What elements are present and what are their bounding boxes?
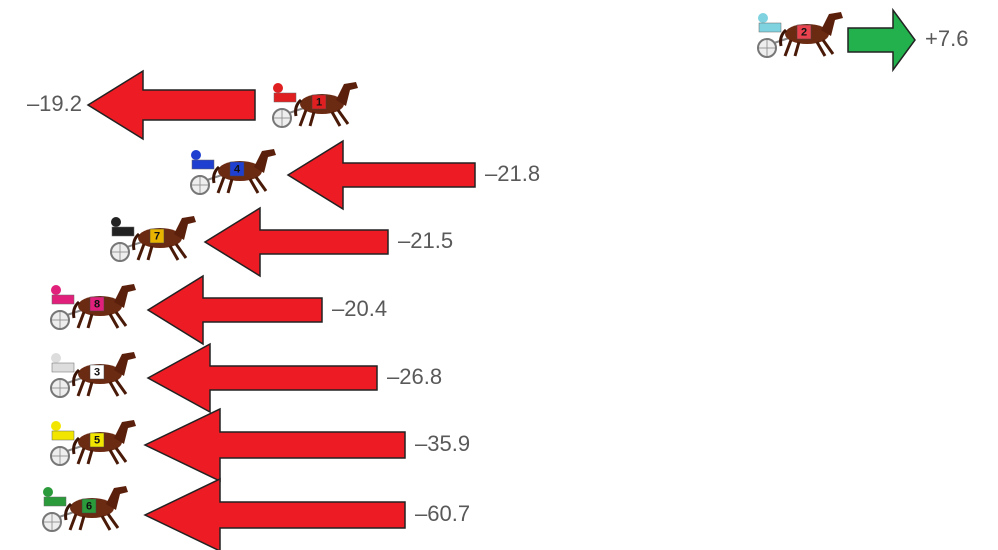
arrow	[146, 342, 378, 414]
driver-silk	[273, 92, 297, 103]
horse: 5	[50, 420, 136, 466]
horse: 4	[190, 149, 276, 195]
wheel-spokes	[52, 312, 68, 328]
value-label: –26.8	[387, 364, 442, 389]
driver-helmet	[51, 421, 61, 431]
arrow	[203, 206, 389, 278]
arrow	[143, 477, 406, 550]
wheel-spokes	[759, 40, 775, 56]
saddle-cloth	[89, 364, 105, 380]
saddle-number: 3	[94, 366, 100, 378]
wheel-spokes	[52, 448, 68, 464]
saddle-number: 8	[94, 298, 100, 310]
horse: 8	[50, 284, 136, 330]
driver-silk	[51, 362, 75, 373]
saddle-number: 1	[316, 96, 322, 108]
arrow	[847, 7, 916, 73]
horse: 1	[272, 82, 358, 128]
saddle-cloth	[89, 296, 105, 312]
horse-legs	[136, 243, 188, 261]
wheel-spokes	[44, 514, 60, 530]
value-label: –21.8	[485, 161, 540, 186]
horse: 7	[110, 216, 196, 262]
arrow	[286, 139, 476, 211]
horse-legs	[76, 311, 128, 329]
horse-tail	[294, 98, 303, 117]
driver-helmet	[111, 217, 121, 227]
horse-neck	[114, 420, 136, 444]
driver-silk	[43, 496, 67, 507]
horse-neck	[254, 149, 276, 173]
value-label: –19.2	[27, 91, 82, 116]
horse-tail	[64, 502, 73, 521]
value-label: –60.7	[415, 501, 470, 526]
value-label: –20.4	[332, 296, 387, 321]
horse-legs	[298, 109, 350, 127]
horse-legs	[68, 513, 120, 531]
saddle-cloth	[149, 228, 165, 244]
wheel-spokes	[192, 177, 208, 193]
arrow	[146, 274, 323, 346]
driver-helmet	[51, 285, 61, 295]
driver-helmet	[43, 487, 53, 497]
saddle-cloth	[89, 432, 105, 448]
driver-helmet	[191, 150, 201, 160]
saddle-number: 7	[154, 230, 160, 242]
horse-tail	[779, 28, 788, 47]
driver-helmet	[758, 13, 768, 23]
value-label: –21.5	[398, 228, 453, 253]
driver-helmet	[273, 83, 283, 93]
saddle-cloth	[796, 24, 812, 40]
horse-legs	[216, 176, 268, 194]
driver-silk	[758, 22, 782, 33]
saddle-number: 6	[86, 500, 92, 512]
wheel-spokes	[52, 380, 68, 396]
wheel-spokes	[112, 244, 128, 260]
horse-tail	[132, 232, 141, 251]
driver-silk	[51, 430, 75, 441]
saddle-number: 2	[801, 26, 807, 38]
horse: 2	[757, 12, 843, 58]
saddle-cloth	[311, 94, 327, 110]
saddle-number: 4	[234, 163, 241, 175]
horse-neck	[174, 216, 196, 240]
driver-helmet	[51, 353, 61, 363]
horse-neck	[114, 352, 136, 376]
horse-neck	[106, 486, 128, 510]
driver-silk	[191, 159, 215, 170]
horse-neck	[114, 284, 136, 308]
wheel-spokes	[274, 110, 290, 126]
horse-legs	[783, 39, 835, 57]
horse: 6	[42, 486, 128, 532]
horse-tail	[72, 300, 81, 319]
horse-neck	[336, 82, 358, 106]
horse-tail	[72, 368, 81, 387]
horse-tail	[72, 436, 81, 455]
horse-tail	[212, 165, 221, 184]
horse-legs	[76, 379, 128, 397]
value-label: +7.6	[925, 26, 968, 51]
horse-legs	[76, 447, 128, 465]
saddle-cloth	[81, 498, 97, 514]
driver-silk	[111, 226, 135, 237]
saddle-number: 5	[94, 434, 100, 446]
driver-silk	[51, 294, 75, 305]
saddle-cloth	[229, 161, 245, 177]
horse: 3	[50, 352, 136, 398]
arrow	[86, 69, 256, 141]
arrow	[143, 407, 406, 483]
value-label: –35.9	[415, 431, 470, 456]
horse-neck	[821, 12, 843, 36]
